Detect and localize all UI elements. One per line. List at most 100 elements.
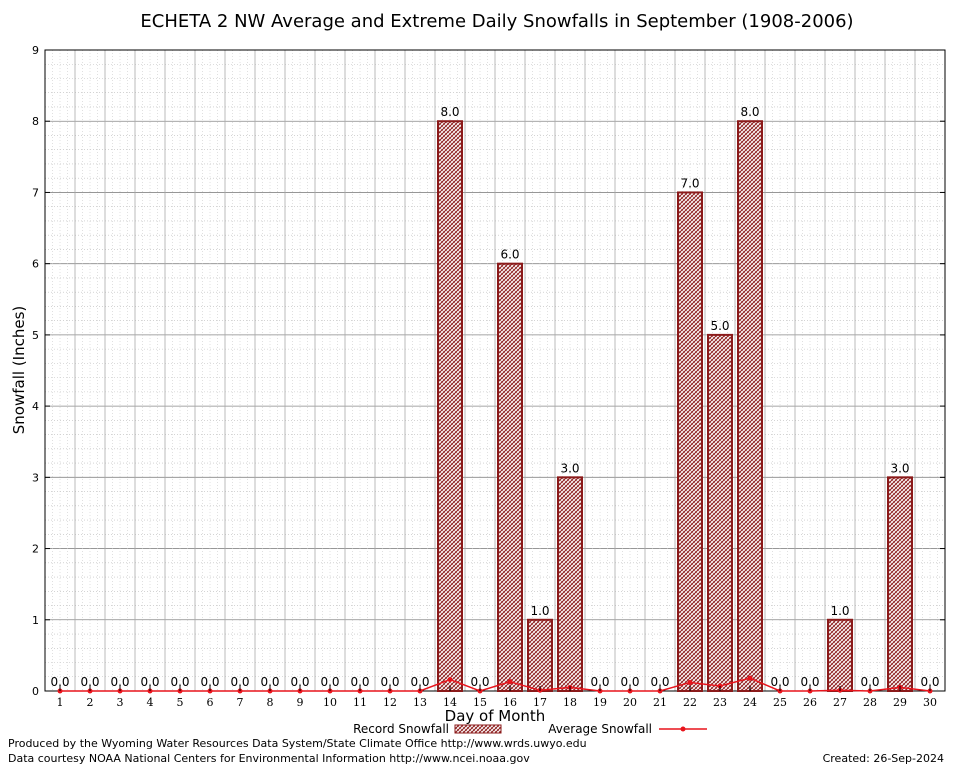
- bar-value-label: 0.0: [650, 675, 669, 689]
- bar-value-labels: 0.0 0.0 0.0 0.0 0.0 0.0 0.0 0.0 0.0 0.0 0.0 0.0 0.0 8…: [50, 105, 939, 689]
- x-tick-label: 23: [713, 696, 727, 709]
- x-tick-label: 16: [503, 696, 517, 709]
- plot-frame: [44, 49, 946, 692]
- y-tick-label: 8: [32, 115, 39, 128]
- x-tick-label: 15: [473, 696, 487, 709]
- bar-value-label: 8.0: [740, 105, 759, 119]
- y-tick-label: 5: [32, 329, 39, 342]
- record-bar: [527, 618, 553, 692]
- bar-value-label: 0.0: [620, 675, 639, 689]
- x-tick-label: 28: [863, 696, 877, 709]
- bar-value-label: 0.0: [860, 675, 879, 689]
- average-point: [507, 679, 513, 685]
- x-tick-label: 19: [593, 696, 607, 709]
- record-bar: [827, 618, 853, 692]
- record-bar: [437, 120, 463, 692]
- average-point: [687, 679, 693, 685]
- bar-value-label: 7.0: [680, 176, 699, 190]
- legend-swatch-record: [454, 724, 502, 734]
- x-tick-label: 10: [323, 696, 337, 709]
- credit-produced-by: Produced by the Wyoming Water Resources …: [8, 737, 587, 750]
- bar-value-label: 0.0: [200, 675, 219, 689]
- record-bar: [887, 476, 913, 693]
- x-tick-label: 24: [743, 696, 757, 709]
- x-tick-label: 30: [923, 696, 937, 709]
- bar-value-label: 8.0: [440, 105, 459, 119]
- legend-label-record: Record Snowfall: [353, 722, 449, 736]
- x-tick-label: 3: [117, 696, 124, 709]
- bar-value-label: 0.0: [590, 675, 609, 689]
- bar-value-label: 0.0: [140, 675, 159, 689]
- x-tick-label: 2: [87, 696, 94, 709]
- bar-value-label: 5.0: [710, 319, 729, 333]
- bar-value-label: 0.0: [770, 675, 789, 689]
- created-date: Created: 26-Sep-2024: [822, 752, 944, 765]
- x-tick-label: 13: [413, 696, 427, 709]
- y-tick-label: 7: [32, 186, 39, 199]
- x-axis: 1 2 3 4 5 6 7 8 9 10 11 12 13 14 15 16 17 18 19 20 21 22 23 24 2…: [57, 686, 937, 709]
- bar-value-label: 0.0: [110, 675, 129, 689]
- bar-value-label: 3.0: [560, 461, 579, 475]
- y-tick-label: 0: [32, 685, 39, 698]
- x-axis-label: Day of Month: [445, 707, 546, 725]
- bar-value-label: 0.0: [470, 675, 489, 689]
- grid: [44, 50, 946, 692]
- bar-value-label: 0.0: [920, 675, 939, 689]
- y-axis: 0 1 2 3 4 5 6 7 8 9: [32, 44, 945, 698]
- x-tick-label: 21: [653, 696, 667, 709]
- x-tick-label: 17: [533, 696, 547, 709]
- legend: Record Snowfall Average Snowfall: [353, 722, 707, 736]
- record-bar: [677, 191, 703, 692]
- record-bar: [557, 476, 583, 693]
- x-tick-label: 8: [267, 696, 274, 709]
- bar-value-label: 0.0: [350, 675, 369, 689]
- x-tick-label: 20: [623, 696, 637, 709]
- y-tick-label: 3: [32, 471, 39, 484]
- x-tick-label: 5: [177, 696, 184, 709]
- x-tick-label: 14: [443, 696, 457, 709]
- average-point: [447, 677, 453, 683]
- legend-marker-average: [680, 726, 686, 732]
- record-bar: [707, 333, 733, 692]
- x-tick-label: 27: [833, 696, 847, 709]
- bar-value-label: 0.0: [260, 675, 279, 689]
- record-bar: [497, 262, 523, 692]
- x-tick-label: 26: [803, 696, 817, 709]
- y-tick-label: 6: [32, 258, 39, 271]
- bar-value-label: 0.0: [50, 675, 69, 689]
- bar-value-label: 1.0: [530, 604, 549, 618]
- y-tick-label: 9: [32, 44, 39, 57]
- bar-value-label: 0.0: [230, 675, 249, 689]
- record-bars: [437, 120, 913, 693]
- average-point: [747, 675, 753, 681]
- credit-data-courtesy: Data courtesy NOAA National Centers for …: [8, 752, 530, 765]
- y-axis-label: Snowfall (Inches): [10, 306, 28, 434]
- x-tick-label: 29: [893, 696, 907, 709]
- x-tick-label: 7: [237, 696, 244, 709]
- average-series-line: [60, 677, 931, 692]
- bar-value-label: 3.0: [890, 461, 909, 475]
- bar-value-label: 6.0: [500, 248, 519, 262]
- chart-title: ECHETA 2 NW Average and Extreme Daily Sn…: [140, 11, 853, 32]
- record-bar: [737, 120, 763, 692]
- bar-value-label: 0.0: [320, 675, 339, 689]
- x-tick-label: 18: [563, 696, 577, 709]
- legend-label-average: Average Snowfall: [548, 722, 652, 736]
- x-tick-label: 6: [207, 696, 214, 709]
- bar-value-label: 0.0: [800, 675, 819, 689]
- y-tick-label: 2: [32, 543, 39, 556]
- x-tick-label: 25: [773, 696, 787, 709]
- x-tick-label: 22: [683, 696, 697, 709]
- y-tick-label: 1: [32, 614, 39, 627]
- bar-value-label: 1.0: [830, 604, 849, 618]
- bar-value-label: 0.0: [380, 675, 399, 689]
- bar-value-label: 0.0: [80, 675, 99, 689]
- x-tick-label: 1: [57, 696, 64, 709]
- x-tick-label: 11: [353, 696, 367, 709]
- x-tick-label: 9: [297, 696, 304, 709]
- y-tick-label: 4: [32, 400, 39, 413]
- x-tick-label: 12: [383, 696, 397, 709]
- bar-value-label: 0.0: [170, 675, 189, 689]
- bar-value-label: 0.0: [290, 675, 309, 689]
